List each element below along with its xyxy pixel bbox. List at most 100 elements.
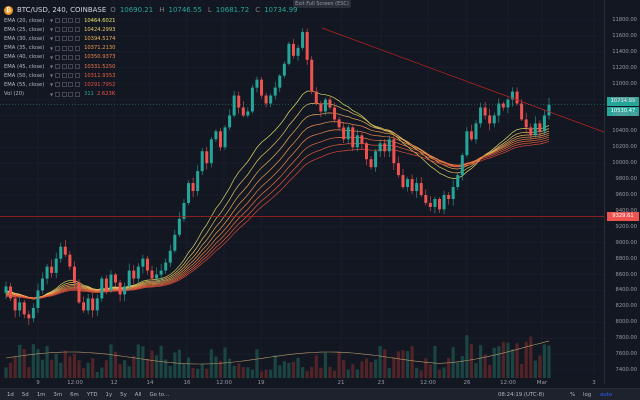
range-5y-button[interactable]: 5y bbox=[120, 391, 127, 398]
indicator-name[interactable]: EMA (30, close) bbox=[4, 35, 45, 42]
indicator-name[interactable]: EMA (50, close) bbox=[4, 72, 45, 79]
eye-icon[interactable] bbox=[55, 54, 61, 60]
more-icon[interactable] bbox=[74, 27, 80, 33]
price-axis[interactable]: 10734.99 10530.47 9329.61 11800.00 11600.… bbox=[604, 0, 640, 384]
settings-icon[interactable] bbox=[61, 45, 67, 51]
settings-icon[interactable] bbox=[61, 64, 67, 70]
indicator-name[interactable]: EMA (25, close) bbox=[4, 26, 45, 33]
chevron-down-icon[interactable]: ▼ bbox=[50, 73, 54, 79]
settings-icon[interactable] bbox=[61, 27, 67, 33]
symbol-label[interactable]: BTC/USD, 240, COINBASE bbox=[17, 6, 107, 14]
chevron-down-icon[interactable]: ▼ bbox=[50, 18, 54, 24]
indicator-name[interactable]: Vol (20) bbox=[4, 91, 25, 98]
more-icon[interactable] bbox=[74, 45, 80, 51]
more-icon[interactable] bbox=[74, 91, 80, 97]
settings-icon[interactable] bbox=[61, 54, 67, 60]
close-icon[interactable] bbox=[68, 91, 74, 97]
close-icon[interactable] bbox=[68, 27, 74, 33]
eye-icon[interactable] bbox=[55, 27, 61, 33]
more-icon[interactable] bbox=[74, 82, 80, 88]
volume-bar bbox=[305, 371, 309, 378]
price-tick-label: 9800.00 bbox=[615, 176, 637, 183]
indicator-row-ema[interactable]: EMA (40, close) ▼ 10350.9373 bbox=[4, 53, 115, 62]
indicator-row-ema[interactable]: EMA (55, close) ▼ 10291.7952 bbox=[4, 80, 115, 89]
close-icon[interactable] bbox=[68, 54, 74, 60]
close-icon[interactable] bbox=[68, 45, 74, 51]
indicator-name[interactable]: EMA (20, close) bbox=[4, 17, 45, 24]
chevron-down-icon[interactable]: ▼ bbox=[50, 82, 54, 88]
indicator-row-ema[interactable]: EMA (25, close) ▼ 10424.2993 bbox=[4, 25, 115, 34]
close-icon[interactable] bbox=[68, 18, 74, 24]
candle-body bbox=[515, 91, 519, 104]
chart-header: ₿ BTC/USD, 240, COINBASE O 10690.21 H 1074… bbox=[4, 4, 300, 16]
close-icon[interactable] bbox=[68, 73, 74, 79]
auto-scale-toggle[interactable]: auto bbox=[600, 391, 613, 398]
chevron-down-icon[interactable]: ▼ bbox=[50, 45, 54, 51]
time-tick-label: 21 bbox=[337, 380, 345, 386]
eye-icon[interactable] bbox=[55, 45, 61, 51]
last-price-tag: 10734.99 bbox=[607, 96, 639, 106]
settings-icon[interactable] bbox=[61, 18, 67, 24]
indicator-row-ema[interactable]: EMA (45, close) ▼ 10331.5250 bbox=[4, 62, 115, 71]
volume-bar bbox=[515, 343, 519, 378]
volume-bar bbox=[86, 362, 90, 378]
settings-icon[interactable] bbox=[61, 91, 67, 97]
range-all-button[interactable]: All bbox=[134, 391, 142, 398]
indicator-name[interactable]: EMA (45, close) bbox=[4, 63, 45, 70]
more-icon[interactable] bbox=[74, 73, 80, 79]
more-icon[interactable] bbox=[74, 54, 80, 60]
range-1d-button[interactable]: 1d bbox=[7, 391, 14, 398]
settings-icon[interactable] bbox=[61, 73, 67, 79]
chevron-down-icon[interactable]: ▼ bbox=[50, 27, 54, 33]
indicator-row-ema[interactable]: EMA (30, close) ▼ 10394.5174 bbox=[4, 34, 115, 43]
price-tick-label: 8200.00 bbox=[615, 303, 637, 310]
log-scale-toggle[interactable]: log bbox=[583, 391, 592, 398]
indicator-row-volume[interactable]: Vol (20) ▼ 311 2.623K bbox=[4, 90, 115, 99]
chevron-down-icon[interactable]: ▼ bbox=[50, 54, 54, 60]
ema-line bbox=[5, 112, 550, 299]
percent-scale-toggle[interactable]: % bbox=[570, 391, 576, 398]
go-to-date-button[interactable]: Go to... bbox=[149, 391, 170, 398]
time-axis[interactable]: 9 12:00 12 14 16 12:00 19 21 23 12:00 26 12:00 Mar 3 bbox=[0, 378, 604, 388]
exit-full-screen-button[interactable]: Exit Full Screen (ESC) bbox=[293, 0, 351, 8]
time-tick-label: 19 bbox=[257, 380, 265, 386]
settings-icon[interactable] bbox=[61, 36, 67, 42]
indicator-row-ema[interactable]: EMA (50, close) ▼ 10311.9353 bbox=[4, 71, 115, 80]
indicator-row-ema[interactable]: EMA (20, close) ▼ 10464.6021 bbox=[4, 16, 115, 25]
eye-icon[interactable] bbox=[55, 18, 61, 24]
chevron-down-icon[interactable]: ▼ bbox=[50, 36, 54, 42]
more-icon[interactable] bbox=[74, 36, 80, 42]
candle-body bbox=[506, 99, 510, 108]
indicator-name[interactable]: EMA (55, close) bbox=[4, 81, 45, 88]
close-icon[interactable] bbox=[68, 36, 74, 42]
range-6m-button[interactable]: 6m bbox=[70, 391, 79, 398]
range-1m-button[interactable]: 1m bbox=[36, 391, 46, 398]
chevron-down-icon[interactable]: ▼ bbox=[50, 64, 54, 70]
eye-icon[interactable] bbox=[55, 91, 61, 97]
indicator-value: 10394.5174 bbox=[84, 35, 116, 42]
close-icon[interactable] bbox=[68, 64, 74, 70]
indicator-name[interactable]: EMA (35, close) bbox=[4, 45, 45, 52]
candle-body bbox=[59, 246, 63, 259]
range-3m-button[interactable]: 3m bbox=[53, 391, 63, 398]
candle-body bbox=[50, 266, 54, 273]
volume-bar bbox=[22, 349, 26, 378]
eye-icon[interactable] bbox=[55, 73, 61, 79]
eye-icon[interactable] bbox=[55, 64, 61, 70]
indicator-row-ema[interactable]: EMA (35, close) ▼ 10371.2130 bbox=[4, 44, 115, 53]
indicator-name[interactable]: EMA (40, close) bbox=[4, 54, 45, 61]
more-icon[interactable] bbox=[74, 64, 80, 70]
more-icon[interactable] bbox=[74, 18, 80, 24]
range-5d-button[interactable]: 5d bbox=[21, 391, 29, 398]
volume-bar bbox=[355, 369, 359, 378]
candle-body bbox=[4, 286, 8, 293]
eye-icon[interactable] bbox=[55, 36, 61, 42]
range-ytd-button[interactable]: YTD bbox=[86, 391, 98, 398]
chevron-down-icon[interactable]: ▼ bbox=[50, 91, 54, 97]
settings-icon[interactable] bbox=[61, 82, 67, 88]
range-1y-button[interactable]: 1y bbox=[105, 391, 113, 398]
eye-icon[interactable] bbox=[55, 82, 61, 88]
close-icon[interactable] bbox=[68, 82, 74, 88]
